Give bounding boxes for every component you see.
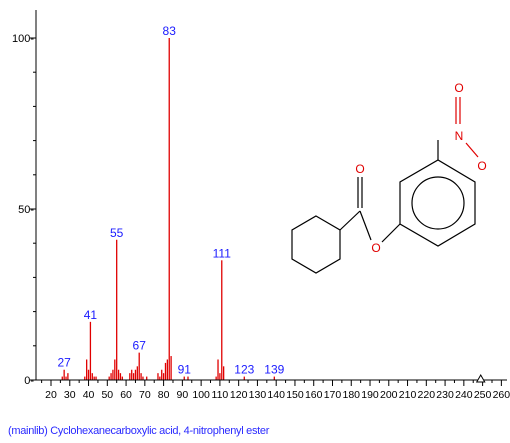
structure-atom-labels: O O N O O <box>355 81 486 255</box>
x-tick-label: 70 <box>139 389 151 401</box>
chart-axes: 0- 50- 100- 20 30 40 50 60 70 80 90 100 110 120 130 140… <box>12 10 510 401</box>
molecular-ion-marker <box>475 373 486 383</box>
ester-oxygen-label: O <box>371 241 380 255</box>
x-tick-label: 130 <box>249 389 267 401</box>
x-tick-label: 110 <box>212 389 229 401</box>
peak-label-55: 55 <box>110 226 124 240</box>
spectrum-caption: (mainlib) Cyclohexanecarboxylic acid, 4-… <box>8 425 270 437</box>
x-tick-label: 120 <box>230 389 248 401</box>
x-tick-label: 60 <box>120 389 132 401</box>
bond-ester-c-o <box>359 210 372 241</box>
x-tick-label: 160 <box>305 389 323 401</box>
x-tick-label: 230 <box>436 389 454 401</box>
x-tick-label: 260 <box>493 389 510 401</box>
x-tick-label: 250 <box>474 389 492 401</box>
x-tick-label: 210 <box>399 389 417 401</box>
x-tick-label: 90 <box>177 389 189 401</box>
peak-labels: 27 41 55 67 83 91 111 123 139 <box>57 24 284 377</box>
x-tick-label: 150 <box>286 389 304 401</box>
x-tick-label: 30 <box>64 389 76 401</box>
x-tick-label: 80 <box>158 389 170 401</box>
x-tick-label: 200 <box>380 389 398 401</box>
nitro-nitrogen-label: N <box>455 129 464 143</box>
peak-label-67: 67 <box>133 339 147 353</box>
peak-label-91: 91 <box>178 363 192 377</box>
x-tick-label: 20 <box>45 389 57 401</box>
x-tick-label: 170 <box>324 389 342 401</box>
x-tick-label: 180 <box>342 389 360 401</box>
peak-label-41: 41 <box>84 308 98 322</box>
benzene-ring <box>399 159 476 247</box>
y-tick-label: 0- <box>24 375 34 387</box>
peak-label-123: 123 <box>234 363 254 377</box>
peak-label-83: 83 <box>163 24 177 38</box>
spectrum-bars <box>61 38 275 380</box>
x-tick-label: 40 <box>83 389 95 401</box>
peak-label-27: 27 <box>57 356 71 370</box>
peak-label-111: 111 <box>213 246 232 260</box>
bond-ester-o-aryl <box>381 223 401 243</box>
peak-label-139: 139 <box>264 363 284 377</box>
bond-ring-carbonyl <box>339 210 361 231</box>
bond-nitro-o-single <box>465 142 479 158</box>
chemical-structure <box>291 97 479 274</box>
y-tick-label: 50- <box>18 204 34 216</box>
x-tick-label: 50 <box>101 389 113 401</box>
benzene-aromatic-circle <box>411 176 465 230</box>
x-tick-label: 140 <box>267 389 285 401</box>
x-tick-label: 190 <box>361 389 379 401</box>
nitro-oxygen-bottom-label: O <box>477 159 486 173</box>
x-tick-label: 220 <box>418 389 436 401</box>
cyclohexane-ring <box>291 215 341 274</box>
x-tick-label: 240 <box>455 389 473 401</box>
x-tick-label: 100 <box>192 389 210 401</box>
y-tick-label: 100- <box>12 33 34 45</box>
nitro-oxygen-top-label: O <box>454 81 463 95</box>
carbonyl-oxygen-label: O <box>355 162 364 176</box>
